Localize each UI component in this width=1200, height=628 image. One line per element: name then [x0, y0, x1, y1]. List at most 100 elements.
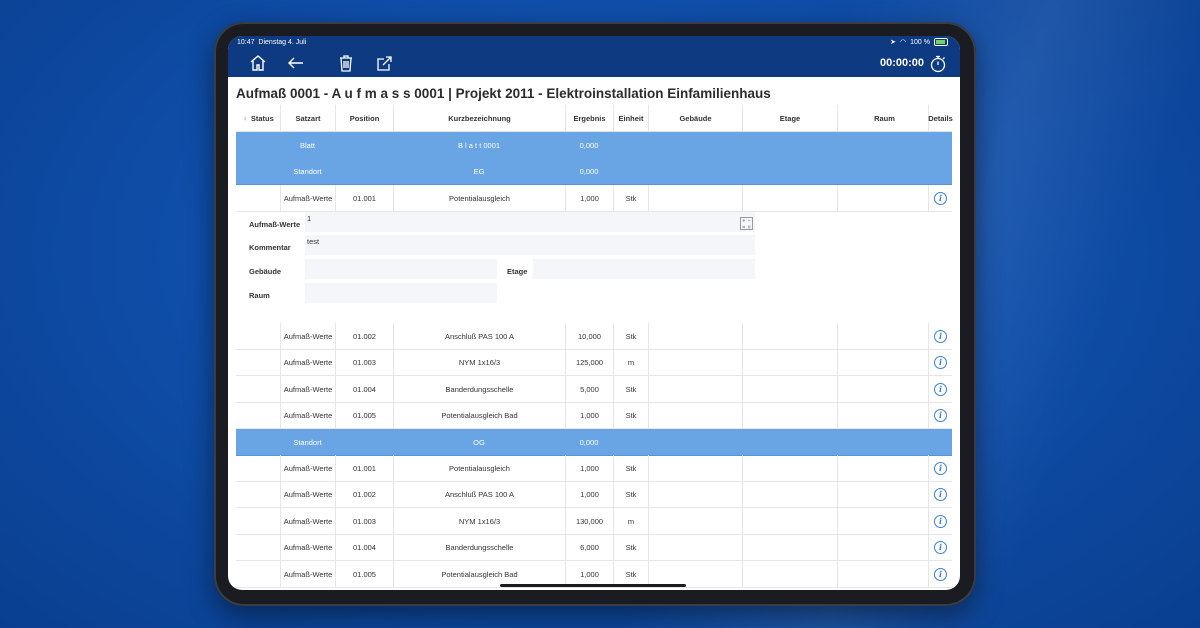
trash-icon[interactable] — [336, 53, 356, 73]
cell-kurzbezeichnung: Anschluß PAS 100 A — [393, 323, 565, 349]
cell-position: 01.001 — [335, 455, 393, 481]
cell-ergebnis: 10,000 — [565, 323, 613, 349]
column-header-etage[interactable]: Etage — [742, 105, 837, 131]
detail-label-kommentar: Kommentar — [249, 243, 291, 252]
stopwatch-icon[interactable] — [928, 54, 948, 74]
kommentar-field[interactable]: test — [305, 235, 755, 255]
status-indicators: ➤ ◠ 100 % — [890, 38, 948, 46]
cell-kurzbezeichnung: Banderdungsschelle — [393, 534, 565, 560]
column-header-satzart[interactable]: Satzart — [280, 105, 335, 131]
cell-position: 01.005 — [335, 402, 393, 428]
cell-kurzbezeichnung-text: Banderdungsschelle — [445, 384, 514, 394]
back-arrow-icon[interactable] — [286, 53, 306, 73]
info-icon[interactable]: i — [934, 487, 947, 501]
cell-status — [236, 349, 280, 375]
cell-ergebnis: 1,000 — [565, 402, 613, 428]
column-header-gebaeude[interactable]: Gebäude — [648, 105, 742, 131]
cell-status — [236, 429, 280, 455]
cell-kurzbezeichnung: Potentialausgleich — [393, 185, 565, 211]
detail-panel: Aufmaß-Werte 1 Kommentar test Gebäude Et… — [236, 212, 952, 322]
cell-details — [928, 132, 952, 158]
calculator-icon[interactable] — [740, 217, 753, 230]
column-header-position[interactable]: Position — [335, 105, 393, 131]
column-header-ergebnis[interactable]: Ergebnis — [565, 105, 613, 131]
cell-kurzbezeichnung: NYM 1x16/3 — [393, 508, 565, 534]
cell-einheit: m — [613, 508, 648, 534]
cell-status — [236, 561, 280, 587]
home-icon[interactable] — [248, 53, 268, 73]
timer-display: 00:00:00 — [879, 57, 924, 69]
group-row[interactable]: Standort OG 0,000 — [236, 429, 952, 456]
group-row[interactable]: Standort EG 0,000 — [236, 158, 952, 185]
aufmass-werte-field[interactable]: 1 — [305, 212, 755, 232]
info-icon[interactable]: i — [934, 355, 947, 369]
info-icon[interactable]: i — [934, 329, 947, 343]
table-row[interactable]: Aufmaß-Werte 01.003 NYM 1x16/3 125,000 m i — [236, 349, 952, 376]
info-icon[interactable]: i — [934, 540, 947, 554]
cell-satzart: Aufmaß-Werte — [280, 534, 335, 560]
gebaeude-field[interactable] — [305, 259, 497, 279]
cell-ergebnis: 130,000 — [565, 508, 613, 534]
cell-details: i — [928, 376, 952, 402]
cell-gebaeude — [648, 349, 742, 375]
cell-position-text: 01.004 — [353, 542, 376, 552]
cell-satzart: Aufmaß-Werte — [280, 349, 335, 375]
cell-kurzbezeichnung-text: Potentialausgleich Bad — [441, 410, 518, 420]
cell-etage — [742, 376, 837, 402]
cell-position: 01.003 — [335, 349, 393, 375]
cell-gebaeude — [648, 402, 742, 428]
cell-einheit: m — [613, 349, 648, 375]
cell-etage — [742, 481, 837, 507]
raum-field[interactable] — [305, 283, 497, 303]
cell-ergebnis: 1,000 — [565, 455, 613, 481]
cell-satzart-text: Aufmaß-Werte — [283, 463, 333, 473]
table-row[interactable]: Aufmaß-Werte 01.004 Banderdungsschelle 5,00… — [236, 376, 952, 403]
group-row[interactable]: Blatt B l a t t 0001 0,000 — [236, 132, 952, 159]
column-header-einheit[interactable]: Einheit — [613, 105, 648, 131]
cell-position-text: 01.001 — [353, 463, 376, 473]
cell-kurzbezeichnung-text: Anschluß PAS 100 A — [444, 489, 515, 499]
column-header-kurzbezeichnung[interactable]: Kurzbezeichnung — [393, 105, 565, 131]
column-header-status-label: Status — [250, 113, 274, 123]
info-icon[interactable]: i — [934, 382, 947, 396]
table-row[interactable]: Aufmaß-Werte 01.005 Potentialausgleich Bad… — [236, 402, 952, 429]
info-icon[interactable]: i — [934, 567, 947, 581]
cell-raum — [837, 349, 931, 375]
info-icon[interactable]: i — [934, 408, 947, 422]
table-row[interactable]: Aufmaß-Werte 01.001 Potentialausgleich 1,00… — [236, 455, 952, 482]
column-header-raum[interactable]: Raum — [837, 105, 931, 131]
cell-ergebnis-text: 0,000 — [579, 140, 599, 150]
table-row[interactable]: Aufmaß-Werte 01.002 Anschluß PAS 100 A 10,0… — [236, 323, 952, 350]
etage-field[interactable] — [533, 259, 755, 279]
cell-raum — [837, 429, 931, 455]
cell-etage — [742, 349, 837, 375]
table-row[interactable]: Aufmaß-Werte 01.001 Potentialausgleich 1,00… — [236, 185, 952, 212]
cell-einheit-text: Stk — [625, 410, 637, 420]
cell-satzart: Standort — [280, 158, 335, 184]
cell-kurzbezeichnung-text: B l a t t 0001 — [457, 140, 501, 150]
info-icon[interactable]: i — [934, 461, 947, 475]
cell-ergebnis-text: 0,000 — [579, 166, 599, 176]
cell-einheit-text: m — [627, 516, 635, 526]
column-header-status[interactable]: ♀ Status — [236, 105, 280, 131]
cell-satzart-text: Standort — [293, 437, 322, 447]
cell-position-text: 01.002 — [353, 331, 376, 341]
cell-status — [236, 534, 280, 560]
cell-kurzbezeichnung-text: Potentialausgleich — [449, 193, 510, 203]
top-toolbar: 10:47 Dienstag 4. Juli ➤ ◠ 100 % 00:00:0… — [228, 36, 960, 77]
table-row[interactable]: Aufmaß-Werte 01.002 Anschluß PAS 100 A 1,00… — [236, 481, 952, 508]
column-header-details[interactable]: Details — [928, 105, 953, 131]
cell-details: i — [928, 402, 952, 428]
info-icon[interactable]: i — [934, 514, 947, 528]
cell-position-text: 01.002 — [353, 489, 376, 499]
cell-etage — [742, 429, 837, 455]
table-row[interactable]: Aufmaß-Werte 01.003 NYM 1x16/3 130,000 m i — [236, 508, 952, 535]
info-icon[interactable]: i — [934, 191, 947, 205]
table-row[interactable]: Aufmaß-Werte 01.005 Potentialausgleich Bad… — [236, 561, 952, 588]
cell-satzart: Aufmaß-Werte — [280, 508, 335, 534]
table-row[interactable]: Aufmaß-Werte 01.004 Banderdungsschelle 6,00… — [236, 534, 952, 561]
cell-kurzbezeichnung-text: NYM 1x16/3 — [458, 357, 501, 367]
share-icon[interactable] — [374, 53, 394, 73]
cell-kurzbezeichnung: Anschluß PAS 100 A — [393, 481, 565, 507]
cell-ergebnis: 6,000 — [565, 534, 613, 560]
